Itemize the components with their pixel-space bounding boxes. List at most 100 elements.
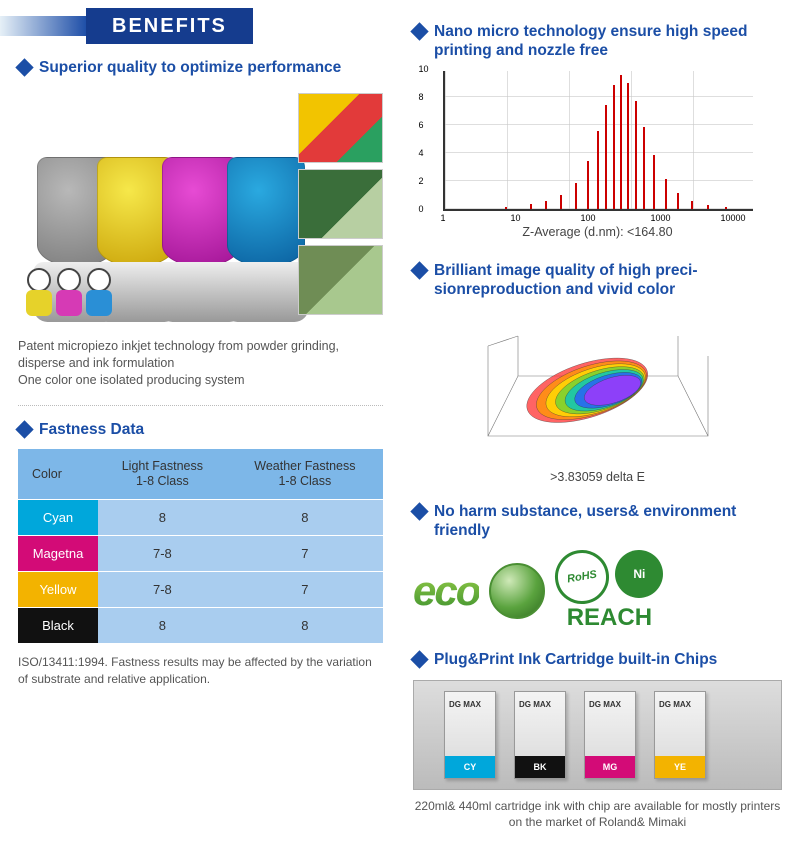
table-row: Cyan88 xyxy=(18,500,383,536)
diamond-icon xyxy=(410,261,428,279)
fastness-table: ColorLight Fastness1-8 ClassWeather Fast… xyxy=(18,449,383,644)
color-label: Yellow xyxy=(18,572,98,608)
cartridge: DG MAX CY xyxy=(444,691,496,779)
chart-bar xyxy=(677,193,679,209)
table-row: Magetna7-87 xyxy=(18,536,383,572)
chart-bar xyxy=(635,101,637,209)
chart-bar xyxy=(545,201,547,209)
chart-bar xyxy=(643,127,645,209)
diamond-icon xyxy=(410,22,428,40)
color-surface: >3.83059 delta E xyxy=(413,310,782,484)
benefits-gradient xyxy=(0,16,86,36)
caption-line: One color one isolated producing system xyxy=(18,372,383,389)
fastness-head: Fastness Data xyxy=(18,420,383,439)
y-tick-label: 10 xyxy=(419,64,429,74)
superior-quality-text: Superior quality to optimize performance xyxy=(39,58,341,77)
y-tick-label: 6 xyxy=(419,120,424,130)
chart-bar xyxy=(605,105,607,209)
nano-head: Nano micro technology ensure high speed … xyxy=(413,22,782,61)
fastness-title: Fastness Data xyxy=(39,420,144,439)
rohs-badge: RoHS xyxy=(551,546,614,609)
hero-graphic xyxy=(18,87,383,332)
diamond-icon xyxy=(410,651,428,669)
diamond-icon xyxy=(15,420,33,438)
y-tick-label: 0 xyxy=(419,204,424,214)
color-label: Cyan xyxy=(18,500,98,536)
thumb-image xyxy=(298,93,383,163)
caption-line: Patent micropiezo inkjet technology from… xyxy=(18,338,383,372)
eco-title: No harm substance, users& environment fr… xyxy=(434,502,782,541)
color-label: Magetna xyxy=(18,536,98,572)
eco-badges-row: eco RoHS Ni REACH xyxy=(413,550,782,632)
chart-bar xyxy=(620,75,622,209)
brilliant-head: Brilliant image quality of high preci-si… xyxy=(413,261,782,300)
patent-caption: Patent micropiezo inkjet technology from… xyxy=(18,338,383,389)
eco-head: No harm substance, users& environment fr… xyxy=(413,502,782,541)
benefits-title: BENEFITS xyxy=(86,8,253,44)
z-average-caption: Z-Average (d.nm): <164.80 xyxy=(413,225,782,239)
eco-logo: eco xyxy=(413,567,479,615)
table-header: Light Fastness1-8 Class xyxy=(98,449,227,500)
chart-bar xyxy=(627,83,629,209)
weather-fastness: 8 xyxy=(227,608,383,644)
chart-bar xyxy=(587,161,589,209)
weather-fastness: 7 xyxy=(227,536,383,572)
divider xyxy=(18,405,383,406)
fastness-footnote: ISO/13411:1994. Fastness results may be … xyxy=(18,654,383,686)
diamond-icon xyxy=(410,502,428,520)
y-tick-label: 4 xyxy=(419,148,424,158)
cartridge-brand: DG MAX xyxy=(519,700,551,709)
thumb-image xyxy=(298,169,383,239)
cartridge-brand: DG MAX xyxy=(589,700,621,709)
y-tick-label: 2 xyxy=(419,176,424,186)
x-tick-label: 10000 xyxy=(721,213,746,223)
weather-fastness: 7 xyxy=(227,572,383,608)
cartridge-brand: DG MAX xyxy=(659,700,691,709)
chart-bar xyxy=(653,155,655,209)
page: BENEFITS Superior quality to optimize pe… xyxy=(18,8,782,830)
z-average-chart: 0246810110100100010000 xyxy=(443,71,753,211)
cartridge-pack: DG MAX CYDG MAX BKDG MAX MGDG MAX YE xyxy=(413,680,782,790)
chart-bar xyxy=(707,205,709,209)
delta-e-caption: >3.83059 delta E xyxy=(550,470,645,484)
x-tick-label: 1000 xyxy=(651,213,671,223)
x-tick-label: 1 xyxy=(441,213,446,223)
x-tick-label: 100 xyxy=(581,213,596,223)
chart-bar xyxy=(560,195,562,209)
chart-bar xyxy=(505,207,507,209)
cartridge-code: CY xyxy=(445,756,495,778)
globe-icon xyxy=(489,563,545,619)
ni-free-badge: Ni xyxy=(615,550,663,598)
table-row: Yellow7-87 xyxy=(18,572,383,608)
cartridge-caption: 220ml& 440ml cartridge ink with chip are… xyxy=(413,798,782,830)
chart-bar xyxy=(530,204,532,209)
chart-bar xyxy=(725,207,727,209)
cartridge-code: BK xyxy=(515,756,565,778)
robot-icon xyxy=(80,268,118,326)
y-tick-label: 8 xyxy=(419,92,424,102)
diamond-icon xyxy=(15,58,33,76)
cartridge-code: YE xyxy=(655,756,705,778)
light-fastness: 8 xyxy=(98,608,227,644)
thumb-image xyxy=(298,245,383,315)
x-tick-label: 10 xyxy=(511,213,521,223)
thumb-stack xyxy=(298,93,383,315)
chart-bar xyxy=(691,201,693,209)
reach-label: REACH xyxy=(567,604,652,632)
table-header: Color xyxy=(18,449,98,500)
cartridge-head: Plug&Print Ink Cartridge built-in Chips xyxy=(413,650,782,669)
cartridge: DG MAX BK xyxy=(514,691,566,779)
left-column: BENEFITS Superior quality to optimize pe… xyxy=(18,8,383,830)
color-label: Black xyxy=(18,608,98,644)
table-header: Weather Fastness1-8 Class xyxy=(227,449,383,500)
light-fastness: 7-8 xyxy=(98,572,227,608)
brilliant-title: Brilliant image quality of high preci-si… xyxy=(434,261,782,300)
cartridge-title: Plug&Print Ink Cartridge built-in Chips xyxy=(434,650,717,669)
table-row: Black88 xyxy=(18,608,383,644)
chart-bar xyxy=(665,179,667,209)
gamut-surface-svg xyxy=(458,316,738,466)
right-column: Nano micro technology ensure high speed … xyxy=(413,8,782,830)
weather-fastness: 8 xyxy=(227,500,383,536)
cartridge: DG MAX YE xyxy=(654,691,706,779)
nano-title: Nano micro technology ensure high speed … xyxy=(434,22,782,61)
